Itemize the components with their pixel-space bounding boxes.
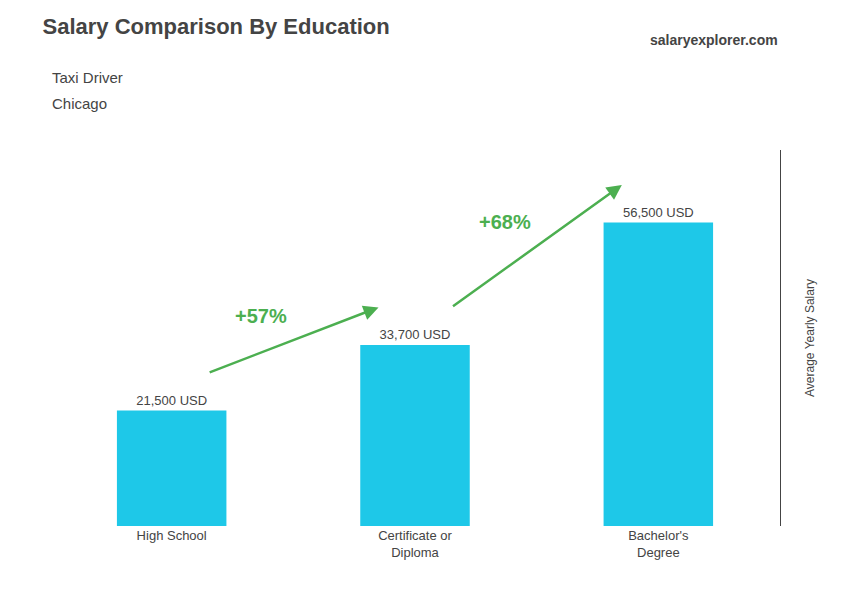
svg-text:Taxi Driver: Taxi Driver	[52, 69, 123, 86]
svg-text:High School: High School	[137, 528, 207, 543]
svg-text:56,500 USD: 56,500 USD	[623, 205, 694, 220]
svg-text:Average Yearly Salary: Average Yearly Salary	[803, 279, 817, 397]
svg-text:+68%: +68%	[479, 211, 531, 233]
svg-text:Chicago: Chicago	[52, 95, 107, 112]
svg-text:Bachelor'sDegree: Bachelor'sDegree	[628, 528, 689, 560]
svg-text:Salary Comparison By Education: Salary Comparison By Education	[43, 14, 390, 39]
svg-text:salaryexplorer.com: salaryexplorer.com	[650, 32, 778, 48]
svg-text:33,700 USD: 33,700 USD	[380, 327, 451, 342]
svg-text:21,500 USD: 21,500 USD	[136, 393, 207, 408]
svg-text:Certificate orDiploma: Certificate orDiploma	[378, 528, 452, 560]
svg-text:+57%: +57%	[235, 305, 287, 327]
